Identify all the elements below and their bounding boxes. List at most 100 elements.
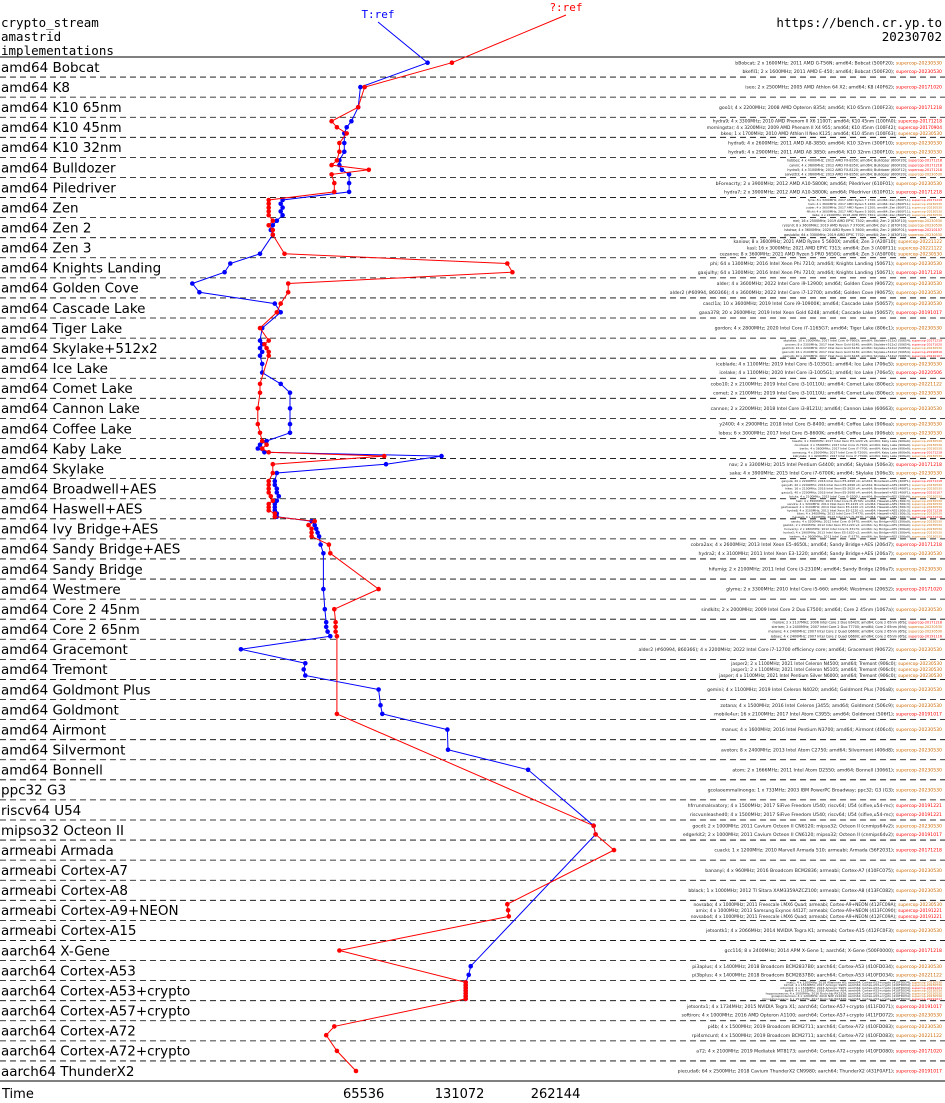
machine-label: nav; 2 x 3300MHz; 2015 Intel Pentium G44…: [729, 462, 942, 468]
category-label: amd64 Ice Lake: [1, 361, 108, 377]
t-data-point: [278, 310, 284, 315]
q-data-point: [285, 281, 291, 286]
t-data-point: [287, 421, 293, 427]
t-data-point: [278, 201, 284, 207]
header-line-1: crypto_stream: [1, 15, 99, 30]
q-data-point: [326, 542, 332, 547]
category-label: amd64 Bulldozer: [1, 160, 116, 176]
category-label: aarch64 Cortex-A72+crypto: [1, 1044, 190, 1060]
q-data-point: [334, 125, 340, 130]
q-data-point: [270, 461, 276, 467]
t-data-point: [301, 667, 307, 672]
machine-label: hydra6; 4 x 2900MHz; 2011 AMD A8 3850; a…: [728, 149, 942, 155]
machine-label: bkeo; 1 x 1700MHz; 2010 AMD Athlon II Ne…: [721, 131, 942, 137]
q-data-point: [266, 209, 272, 214]
t-data-point: [287, 390, 293, 396]
x-axis: Time 65536 131072 262144: [0, 1080, 945, 1102]
header-site: https://bench.cr.yp.to: [776, 15, 942, 30]
q-data-point: [257, 381, 263, 387]
machine-label: a72; 4 x 2100MHz; 2019 Mediatek MT8173; …: [696, 1048, 942, 1054]
category-label: amd64 Bobcat: [1, 60, 100, 76]
machine-label: bricks; 4 x 2100MHz; 2015 Intel Core i5-…: [789, 494, 942, 498]
category-label: amd64 Core 2 45nm: [1, 602, 140, 618]
t-data-point: [272, 482, 278, 488]
machine-label: hobbes; 4 x 4000MHz; 2012 AMD FX-8350; a…: [787, 159, 942, 163]
machine-label: edgerkit2; 2 x 1000MHz; 2011 Cavium Octe…: [683, 832, 942, 838]
category-label: amd64 K10 65nm: [1, 100, 122, 116]
q-data-point: [266, 223, 272, 228]
t-data-point: [525, 767, 531, 773]
x-tick-label: 262144: [531, 1087, 581, 1102]
t-data-point: [257, 251, 263, 257]
x-axis-label: Time: [1, 1087, 34, 1102]
machine-label: halo; 4 x 3600MHz; 2017 AMD Ryzen 5 1400…: [808, 202, 942, 206]
q-data-point: [266, 478, 272, 484]
q-data-point: [362, 84, 367, 90]
category-label: amd64 Zen: [1, 200, 79, 216]
q-data-point: [333, 629, 338, 634]
category-label: armeabi Cortex-A7: [1, 863, 128, 879]
t-data-point: [323, 624, 329, 630]
q-data-point: [272, 511, 278, 516]
category-label: armeabi Cortex-A15: [1, 923, 137, 939]
machine-label: odroidc2; 4 x 1536MHz; 2016 Amlogic S905…: [780, 986, 942, 990]
machine-label: hfrrunmalsvatory; 4 x 1500MHz; 2017 SiFi…: [688, 803, 942, 809]
t-data-point: [313, 526, 319, 532]
t-data-point: [272, 478, 278, 484]
machine-label: merano; 4 x 2400MHz; 2007 Intel Core 2 Q…: [768, 630, 942, 634]
q-data-point: [266, 212, 272, 218]
machine-label: morningstar; 4 x 3200MHz; 2009 AMD Pheno…: [707, 125, 943, 131]
q-data-point: [266, 501, 272, 507]
category-label: armeabi Cortex-A8: [1, 883, 128, 899]
q-data-point: [309, 534, 314, 539]
machine-label: jasper1; 2 x 1100MHz; 2021 Intel Celeron…: [730, 667, 942, 673]
t-data-point: [322, 606, 328, 612]
q-data-point: [255, 406, 261, 411]
category-label: riscv64 U54: [1, 803, 81, 819]
t-data-point: [316, 534, 322, 539]
q-data-point: [270, 218, 276, 223]
machine-label: zotana; 4 x 1500MHz; 2016 Intel Celeron …: [720, 703, 942, 709]
series-marks: T:ref ?:ref: [190, 1, 617, 1074]
t-data-point: [257, 338, 263, 343]
machine-label: gaxjulh; 20 x 2200MHz; 2016 Intel Xeon E…: [781, 483, 942, 487]
machine-label: alder; 4 x 3600MHz; 2022 Intel Core i9-1…: [717, 281, 942, 287]
t-data-point: [376, 687, 381, 692]
category-label: amd64 Sandy Bridge: [1, 562, 143, 578]
machine-label: glyme; 2 x 3300MHz; 2010 Intel Core i5-6…: [726, 587, 942, 593]
machine-label: hiker; 16 x 2100MHz; 2016 Intel Xeon E5-…: [785, 487, 942, 491]
q-data-point: [274, 310, 280, 315]
t-data-point: [380, 711, 385, 717]
t-data-point: [262, 450, 267, 455]
t-data-point: [303, 673, 308, 678]
q-data-point: [309, 526, 314, 532]
machine-label: novsabo; 4 x 1000MHz; 2011 Freescale i.M…: [693, 902, 942, 908]
q-data-point: [463, 996, 469, 1002]
category-label: ppc32 G3: [1, 783, 66, 799]
t-data-point: [321, 586, 326, 592]
q-data-point: [264, 442, 269, 448]
t-data-point: [278, 381, 284, 387]
machine-label: jasper2; 2 x 1100MHz; 2021 Intel Celeron…: [730, 661, 942, 667]
machine-label: piecuda6; 64 x 2500MHz; 2018 Cavium Thun…: [678, 1069, 942, 1075]
machine-label: pi3aplus; 4 x 1400MHz; 2018 Broadcom BCM…: [692, 964, 942, 970]
t-data-point: [272, 301, 278, 306]
t-data-point: [425, 60, 430, 65]
category-label: aarch64 ThunderX2: [1, 1064, 134, 1080]
machine-label: hydra3; 4 x 1900MHz; 2013 Intel Xeon E5-…: [783, 531, 942, 535]
q-data-point: [312, 519, 318, 524]
category-label: amd64 Goldmont: [1, 702, 119, 718]
machine-label: gaxjul1; 40 x 2200MHz; 2016 Intel Xeon E…: [781, 491, 942, 495]
machine-label: delle; 4 x 2200MHz; 2018 AMD EPYC 7301; …: [812, 213, 942, 217]
t-data-point: [468, 963, 474, 969]
t-data-point: [339, 167, 345, 173]
machine-label: doorbasil; 2 x 3500MHz; 2017 Intel Core …: [794, 443, 942, 447]
t-data-point: [274, 486, 280, 492]
machine-label: gaxa378; 20 x 2600MHz; 2019 Intel Xeon G…: [699, 310, 942, 316]
t-data-point: [445, 727, 450, 732]
machine-label: sandra; 4 x 3200MHz; 2014 Intel Xeon E3-…: [787, 502, 942, 506]
q-data-point: [268, 494, 274, 499]
t-data-point: [303, 661, 308, 666]
machine-label: hwk; 4 x 3500MHz; 2013 Intel Core i5-457…: [796, 499, 942, 503]
